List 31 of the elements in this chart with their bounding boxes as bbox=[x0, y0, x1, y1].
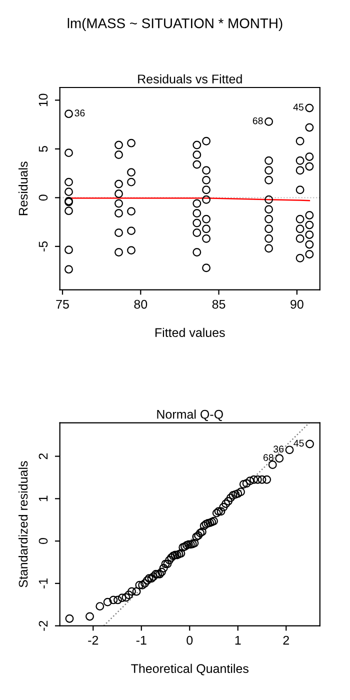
y-tick-label: 1 bbox=[38, 496, 48, 502]
y-tick-label: 5 bbox=[38, 146, 48, 152]
annotation: 36 bbox=[74, 110, 85, 116]
x-tick-label: 1 bbox=[235, 636, 241, 645]
text: lm(MASS ~ SITUATION * MONTH) bbox=[68, 18, 282, 31]
y-tick-label: -2 bbox=[38, 620, 48, 631]
x-tick-label: -1 bbox=[136, 636, 146, 645]
y-tick-label: 10 bbox=[38, 94, 48, 106]
x-tick-label: 2 bbox=[283, 636, 289, 645]
y-tick-label: 0 bbox=[38, 194, 48, 201]
y-axis-title: Standardized residuals bbox=[18, 461, 28, 588]
y-tick-label: -1 bbox=[38, 578, 48, 588]
y-tick-label: 0 bbox=[38, 538, 48, 544]
y-tick-label: 2 bbox=[38, 453, 48, 460]
x-tick-label: 0 bbox=[186, 636, 193, 645]
y-axis-title: Residuals bbox=[18, 162, 28, 216]
x-tick-label: 90 bbox=[290, 300, 304, 309]
annotation: 45 bbox=[294, 440, 304, 447]
annotation: 68 bbox=[264, 454, 274, 462]
y-tick-label: -5 bbox=[38, 241, 48, 252]
chart-title: Residuals vs Fitted bbox=[138, 74, 242, 84]
annotation: 68 bbox=[252, 117, 263, 124]
x-tick-label: 80 bbox=[134, 300, 148, 309]
x-tick-label: 85 bbox=[212, 300, 226, 309]
x-axis-title: Fitted values bbox=[155, 328, 225, 338]
chart-title: Normal Q-Q bbox=[157, 410, 223, 421]
annotation: 45 bbox=[293, 104, 304, 111]
annotation: 36 bbox=[274, 446, 284, 453]
x-tick-label: -2 bbox=[88, 636, 98, 645]
x-tick-label: 75 bbox=[56, 300, 69, 309]
x-axis-title: Theoretical Quantiles bbox=[131, 664, 248, 676]
